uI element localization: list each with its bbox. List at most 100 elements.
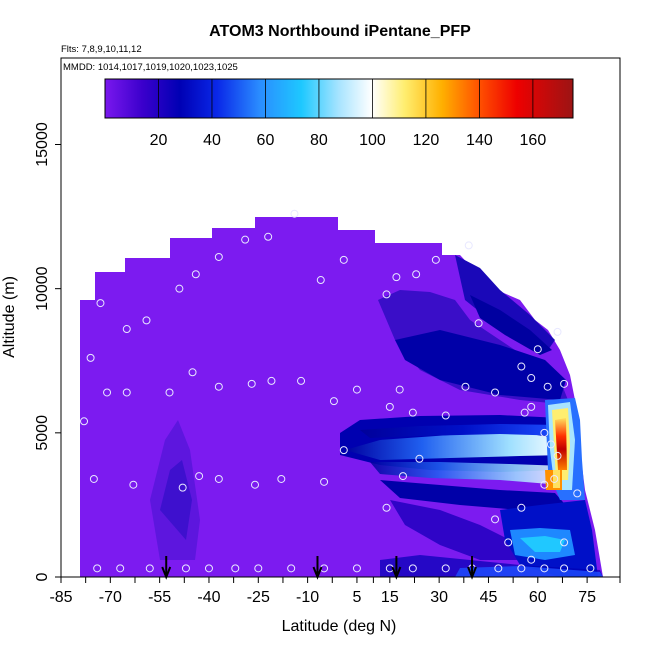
sample-points [80, 209, 595, 573]
colorbar-tick-label: 80 [310, 132, 328, 149]
y-axis: 0 5000 10000 15000 [34, 122, 61, 581]
sample-point [103, 388, 112, 397]
sample-point [527, 555, 536, 564]
flights-note: Flts: 7,8,9,10,11,12 [61, 44, 142, 55]
x-tick-label: -25 [247, 589, 270, 606]
sample-point [408, 564, 417, 573]
x-tick-label: 30 [430, 589, 448, 606]
concentration-field [80, 217, 603, 577]
sample-point [165, 388, 174, 397]
sample-point [188, 368, 197, 377]
sample-point [527, 374, 536, 383]
sample-point [546, 440, 555, 449]
sample-point [264, 232, 273, 241]
plot-frame [60, 57, 621, 578]
sample-point [461, 382, 470, 391]
sample-point [560, 379, 569, 388]
sample-point [122, 388, 131, 397]
sample-point [382, 503, 391, 512]
sample-point [241, 235, 250, 244]
y-tick-label: 5000 [34, 415, 51, 451]
sample-point [540, 480, 549, 489]
sample-point [214, 252, 223, 261]
sample-point [573, 489, 582, 498]
sample-point [129, 480, 138, 489]
sample-point [550, 474, 559, 483]
sample-point [297, 376, 306, 385]
sample-point [517, 564, 526, 573]
sample-point [540, 564, 549, 573]
sample-point [412, 270, 421, 279]
sample-point [474, 319, 483, 328]
sample-point [142, 316, 151, 325]
x-tick-label: -70 [99, 589, 122, 606]
sample-point [267, 376, 276, 385]
sample-point [175, 284, 184, 293]
sample-point [80, 417, 89, 426]
sample-point [517, 503, 526, 512]
sample-point [214, 382, 223, 391]
y-tick-label: 10000 [34, 266, 51, 311]
colorbar-gradient [104, 78, 574, 119]
sample-point [86, 353, 95, 362]
y-axis-label: Altitude (m) [1, 276, 18, 358]
sample-point [560, 564, 569, 573]
colorbar-tick-label: 120 [413, 132, 440, 149]
sample-point [494, 564, 503, 573]
sample-point [277, 474, 286, 483]
sample-point [392, 273, 401, 282]
sample-point [385, 402, 394, 411]
sample-point [116, 564, 125, 573]
sample-point [339, 255, 348, 264]
sample-point [191, 270, 200, 279]
colorbar-tick-label: 140 [466, 132, 493, 149]
sample-point [464, 241, 473, 250]
sample-point [553, 451, 562, 460]
sample-point [441, 564, 450, 573]
x-axis-label: Latitude (deg N) [282, 618, 397, 635]
sample-point [553, 327, 562, 336]
flight-arrows [161, 556, 477, 580]
sample-point [290, 209, 299, 218]
sample-point [145, 564, 154, 573]
sample-point [586, 564, 595, 573]
chart-title: ATOM3 Northbound iPentane_PFP [209, 23, 471, 40]
colorbar: 20 40 60 80 100 120 140 160 [104, 78, 574, 149]
sample-point [178, 483, 187, 492]
sample-point [431, 255, 440, 264]
x-axis: -85 -70 -55 -40 -25 -10 5 15 30 45 60 75 [49, 577, 621, 606]
x-tick-label: -10 [296, 589, 319, 606]
sample-point [408, 408, 417, 417]
x-tick-label: 15 [381, 589, 399, 606]
sample-point [398, 472, 407, 481]
colorbar-ticks: 20 40 60 80 100 120 140 160 [150, 79, 546, 149]
sample-point [491, 388, 500, 397]
colorbar-tick-label: 20 [150, 132, 168, 149]
sample-point [93, 564, 102, 573]
sample-point [339, 446, 348, 455]
sample-point [231, 564, 240, 573]
colorbar-tick-label: 100 [359, 132, 386, 149]
sample-point [504, 538, 513, 547]
sample-point [352, 385, 361, 394]
sample-point [214, 474, 223, 483]
sample-point [352, 564, 361, 573]
x-tick-label: 60 [529, 589, 547, 606]
sample-point [96, 299, 105, 308]
sample-point [329, 397, 338, 406]
colorbar-tick-label: 40 [203, 132, 221, 149]
sample-point [527, 402, 536, 411]
sample-point [287, 564, 296, 573]
x-tick-label: -85 [49, 589, 72, 606]
sample-point [251, 480, 260, 489]
sample-point [181, 564, 190, 573]
sample-point [89, 474, 98, 483]
x-tick-label: 45 [480, 589, 498, 606]
sample-point [122, 325, 131, 334]
sample-point [320, 477, 329, 486]
sample-point [533, 345, 542, 354]
x-tick-label: 5 [352, 589, 361, 606]
sample-point [543, 382, 552, 391]
